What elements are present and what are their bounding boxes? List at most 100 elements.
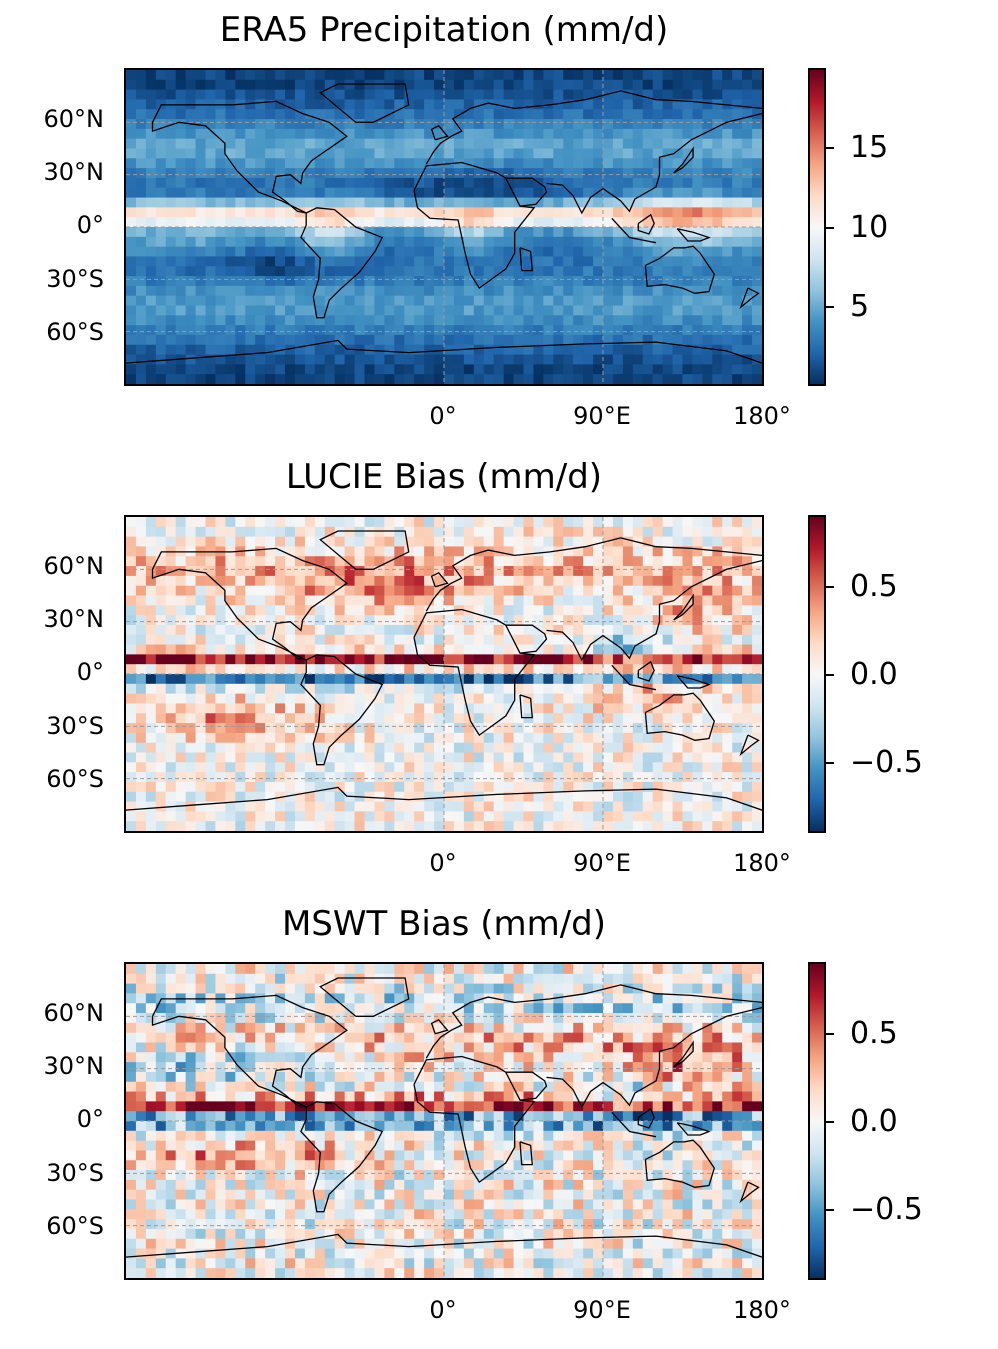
grid-cell <box>364 703 376 714</box>
grid-cell <box>424 595 435 606</box>
grid-cell <box>503 344 515 356</box>
grid-cell <box>275 973 286 985</box>
grid-cell <box>473 305 485 316</box>
colorbar-tick <box>826 227 834 229</box>
grid-cell <box>285 664 296 675</box>
grid-cell <box>364 993 376 1004</box>
grid-cell <box>752 295 762 307</box>
grid-cell <box>414 305 425 316</box>
grid-cell <box>314 197 326 208</box>
grid-cell <box>453 1052 465 1063</box>
grid-cell <box>434 703 445 714</box>
grid-cell <box>304 1003 316 1014</box>
grid-cell <box>265 546 276 557</box>
grid-cell <box>364 1032 376 1044</box>
grid-cell <box>573 325 584 336</box>
grid-cell <box>583 526 594 538</box>
grid-cell <box>652 364 664 375</box>
coastline <box>126 786 762 811</box>
grid-cell <box>135 276 147 287</box>
grid-cell <box>155 566 167 577</box>
grid-cell <box>692 811 703 822</box>
grid-cell <box>493 197 505 208</box>
grid-cell <box>374 772 385 783</box>
grid-cell <box>752 973 762 985</box>
grid-cell <box>662 575 674 587</box>
grid-cell <box>324 983 336 995</box>
grid-cell <box>344 295 356 307</box>
grid-cell <box>225 1071 236 1083</box>
grid-cell <box>553 526 564 538</box>
grid-cell <box>543 1032 554 1044</box>
grid-cell <box>603 168 614 179</box>
grid-cell <box>712 128 723 140</box>
grid-cell <box>523 79 535 91</box>
grid-cell <box>354 964 366 975</box>
grid-cell <box>135 742 147 754</box>
grid-cell <box>334 781 346 793</box>
grid-cell <box>334 197 346 208</box>
grid-cell <box>205 605 217 616</box>
colorbar-tick <box>826 586 834 588</box>
grid-cell <box>444 89 455 101</box>
grid-cell <box>583 546 594 557</box>
grid-cell <box>483 315 495 326</box>
grid-cell <box>732 664 743 675</box>
grid-cell <box>314 615 326 626</box>
grid-cell <box>493 148 505 159</box>
grid-cell <box>414 217 425 228</box>
grid-cell <box>543 227 554 238</box>
grid-cell <box>573 683 584 695</box>
grid-cell <box>742 236 753 248</box>
grid-cell <box>145 536 157 548</box>
grid-cell <box>334 674 346 685</box>
gridlines <box>126 517 762 831</box>
grid-cell <box>414 177 425 189</box>
grid-cell <box>314 762 326 773</box>
grid-cell <box>414 266 425 277</box>
grid-cell <box>642 256 654 267</box>
grid-cell <box>672 119 684 130</box>
grid-cell <box>344 1042 356 1053</box>
grid-cell <box>632 148 644 159</box>
grid-cell <box>314 364 326 375</box>
grid-cell <box>344 683 356 695</box>
grid-cell <box>444 325 455 336</box>
grid-cell <box>593 295 604 307</box>
grid-cell <box>394 148 405 159</box>
grid-cell <box>523 1022 535 1034</box>
grid-cell <box>225 762 236 773</box>
grid-cell <box>463 964 475 975</box>
grid-cell <box>483 683 495 695</box>
grid-cell <box>603 546 614 557</box>
grid-cell <box>662 344 674 356</box>
grid-cell <box>444 295 455 307</box>
grid-cell <box>135 1022 147 1034</box>
grid-cell <box>334 79 346 91</box>
grid-cell <box>285 693 296 705</box>
grid-cell <box>394 674 405 685</box>
grid-cell <box>424 70 435 81</box>
grid-cell <box>354 546 366 557</box>
grid-cell <box>672 148 684 159</box>
grid-cell <box>384 624 395 636</box>
grid-cell <box>543 89 554 101</box>
grid-cell <box>632 207 644 218</box>
grid-cell <box>463 177 475 189</box>
grid-cell <box>434 624 445 636</box>
grid-cell <box>453 674 465 685</box>
grid-cell <box>682 266 694 277</box>
grid-cell <box>265 187 276 199</box>
grid-cell <box>354 1042 366 1053</box>
grid-cell <box>394 295 405 307</box>
grid-cell <box>662 285 674 297</box>
grid-cell <box>712 334 723 346</box>
grid-cell <box>473 821 485 831</box>
grid-cell <box>573 256 584 267</box>
grid-cell <box>622 654 634 665</box>
grid-cell <box>543 128 554 140</box>
grid-cell <box>444 217 455 228</box>
grid-cell <box>195 1003 207 1014</box>
grid-cell <box>742 517 753 528</box>
grid-cell <box>672 128 684 140</box>
